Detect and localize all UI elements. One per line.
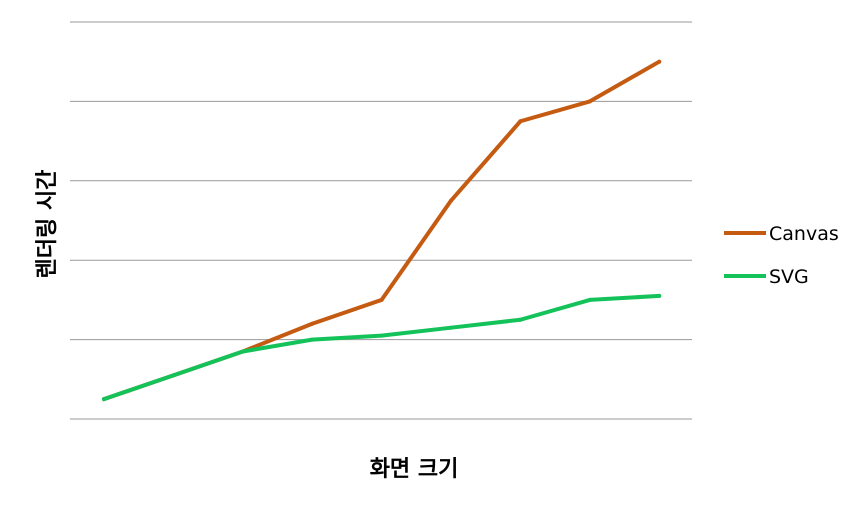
x-axis-title: 화면 크기 [370,457,459,482]
data-point-svg [240,349,245,354]
data-point-svg [657,293,662,298]
data-point-canvas [657,59,662,64]
series-lines [102,59,662,402]
data-point-svg [587,297,592,302]
y-axis-title: 렌더링 시간 [35,170,60,279]
data-point-svg [102,397,106,402]
legend-label-canvas: Canvas [769,223,839,245]
data-point-canvas [518,119,523,124]
gridlines [70,21,692,420]
series-line-svg [102,293,662,402]
data-point-svg [310,337,315,342]
series-line-canvas [102,59,662,402]
data-point-svg [449,325,453,330]
legend-label-svg: SVG [769,266,809,288]
data-point-svg [518,317,523,322]
data-point-svg [379,333,384,338]
legend: Canvas SVG [724,223,839,288]
data-point-canvas [379,297,384,302]
data-point-svg [171,373,176,378]
data-point-canvas [449,198,453,203]
data-point-canvas [310,321,315,326]
data-point-canvas [587,99,592,104]
